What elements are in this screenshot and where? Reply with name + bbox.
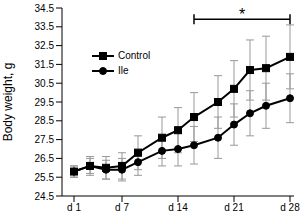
svg-text:31.5: 31.5 — [35, 59, 55, 70]
svg-text:30.5: 30.5 — [35, 78, 55, 89]
svg-text:*: * — [239, 6, 245, 23]
svg-text:24.5: 24.5 — [35, 191, 55, 202]
svg-text:29.5: 29.5 — [35, 97, 55, 108]
svg-text:d 21: d 21 — [224, 202, 244, 213]
html-text:Control: Control — [118, 50, 151, 61]
svg-text:26.5: 26.5 — [35, 153, 55, 164]
svg-text:d 1: d 1 — [67, 202, 81, 213]
svg-text:32.5: 32.5 — [35, 40, 55, 51]
svg-text:33.5: 33.5 — [35, 21, 55, 32]
svg-text:d 14: d 14 — [168, 202, 188, 213]
svg-text:d 28: d 28 — [280, 202, 292, 213]
svg-text:34.5: 34.5 — [35, 3, 55, 14]
svg-text:Body weight, g: Body weight, g — [8, 63, 15, 142]
svg-text:d 7: d 7 — [115, 202, 129, 213]
html-text:Ile: Ile — [118, 65, 129, 76]
svg-text:27.5: 27.5 — [35, 134, 55, 145]
svg-text:28.5: 28.5 — [35, 115, 55, 126]
svg-text:25.5: 25.5 — [35, 172, 55, 183]
